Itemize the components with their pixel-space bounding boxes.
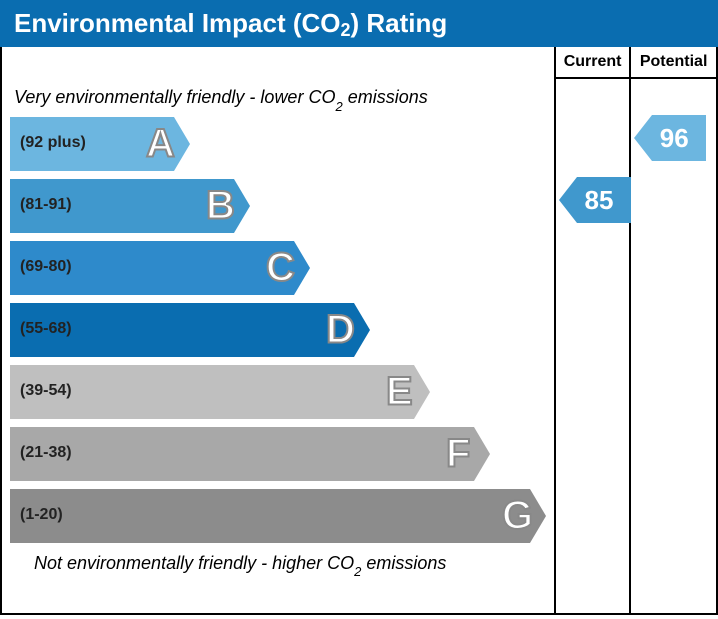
bands-column: . Very environmentally friendly - lower … xyxy=(2,47,556,613)
current-marker-slot: 85 xyxy=(556,47,629,613)
band-row-e: (39-54) E xyxy=(10,365,546,419)
band-letter: A xyxy=(146,121,175,166)
band-row-b: (81-91) B xyxy=(10,179,546,233)
potential-marker: 96 xyxy=(634,115,706,161)
band-row-a: (92 plus) A xyxy=(10,117,546,171)
band-letter: F xyxy=(446,431,470,476)
band-bar xyxy=(10,489,546,543)
band-range: (69-80) xyxy=(20,258,72,276)
band-bar xyxy=(10,427,490,481)
band-range: (81-91) xyxy=(20,196,72,214)
band-range: (21-38) xyxy=(20,444,72,462)
band-range: (39-54) xyxy=(20,382,72,400)
caption-bottom-sub: 2 xyxy=(354,564,361,579)
title-sub: 2 xyxy=(341,20,351,40)
caption-bottom-suffix: emissions xyxy=(361,553,446,573)
band-letter: E xyxy=(386,369,413,414)
band-range: (55-68) xyxy=(20,320,72,338)
potential-column: Potential 96 xyxy=(631,47,716,613)
band-row-c: (69-80) C xyxy=(10,241,546,295)
band-range: (92 plus) xyxy=(20,134,86,152)
caption-bottom: Not environmentally friendly - higher CO… xyxy=(10,551,546,577)
band-letter: B xyxy=(206,183,235,228)
band-range: (1-20) xyxy=(20,506,63,524)
band-bar xyxy=(10,365,430,419)
eir-chart: Environmental Impact (CO2) Rating . Very… xyxy=(0,0,718,619)
band-row-f: (21-38) F xyxy=(10,427,546,481)
current-marker-value: 85 xyxy=(577,185,614,216)
potential-marker-value: 96 xyxy=(652,123,689,154)
band-letter: C xyxy=(266,245,295,290)
band-row-g: (1-20) G xyxy=(10,489,546,543)
caption-top-suffix: emissions xyxy=(343,87,428,107)
title-prefix: Environmental Impact (CO xyxy=(14,8,341,38)
chart-title: Environmental Impact (CO2) Rating xyxy=(0,0,718,47)
caption-top-prefix: Very environmentally friendly - lower CO xyxy=(14,87,335,107)
caption-bottom-prefix: Not environmentally friendly - higher CO xyxy=(34,553,354,573)
title-suffix: ) Rating xyxy=(351,8,448,38)
caption-top: Very environmentally friendly - lower CO… xyxy=(10,85,546,117)
band-letter: G xyxy=(502,493,533,538)
band-list: (92 plus) A (81-91) B (69-80) C (55-68) D (39-54… xyxy=(10,117,546,543)
potential-marker-slot: 96 xyxy=(631,47,716,613)
caption-top-sub: 2 xyxy=(335,99,342,114)
current-marker: 85 xyxy=(559,177,631,223)
chart-frame: . Very environmentally friendly - lower … xyxy=(0,47,718,615)
current-column: Current 85 xyxy=(556,47,631,613)
band-row-d: (55-68) D xyxy=(10,303,546,357)
band-letter: D xyxy=(326,307,355,352)
